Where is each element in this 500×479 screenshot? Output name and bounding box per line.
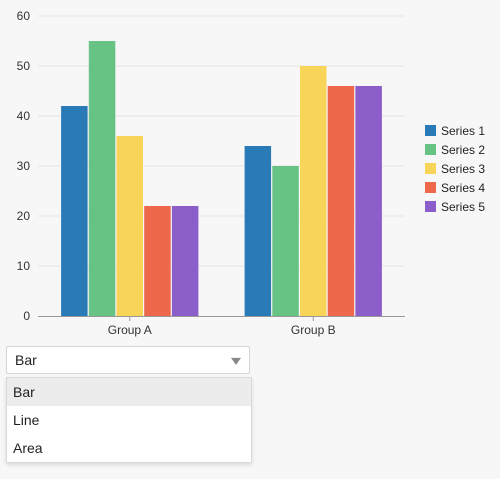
chart-type-dropdown: Bar Line Area — [6, 377, 252, 463]
y-tick-label: 60 — [17, 9, 31, 23]
legend-swatch — [425, 163, 436, 174]
bar-3-a[interactable] — [116, 136, 144, 316]
x-tick-label: Group B — [291, 323, 336, 337]
x-tick-label: Group A — [108, 323, 152, 337]
legend-swatch — [425, 125, 436, 136]
y-tick-label: 0 — [23, 309, 30, 323]
bar-2-a[interactable] — [88, 41, 116, 316]
chevron-down-icon[interactable] — [231, 357, 241, 365]
bar-2-b[interactable] — [272, 166, 299, 316]
bar-1-a[interactable] — [61, 106, 88, 316]
chart-type-select[interactable]: Bar — [6, 346, 250, 374]
legend-label[interactable]: Series 1 — [441, 124, 485, 138]
x-axis-ticks: Group A Group B — [108, 316, 336, 337]
y-tick-label: 30 — [17, 159, 31, 173]
chart-type-option-bar[interactable]: Bar — [7, 378, 251, 406]
bar-3-b[interactable] — [300, 66, 327, 316]
legend: Series 1 Series 2 Series 3 Series 4 Series 5 — [425, 124, 485, 214]
bar-4-a[interactable] — [144, 206, 171, 316]
y-tick-label: 40 — [17, 109, 31, 123]
bar-5-b[interactable] — [355, 86, 382, 316]
chart-type-option-area[interactable]: Area — [13, 440, 43, 456]
legend-swatch — [425, 201, 436, 212]
legend-label[interactable]: Series 2 — [441, 143, 485, 157]
chart-type-selected-value: Bar — [15, 352, 37, 368]
legend-label[interactable]: Series 4 — [441, 181, 485, 195]
bar-4-b[interactable] — [327, 86, 355, 316]
legend-label[interactable]: Series 3 — [441, 162, 485, 176]
y-axis-ticks: 0 10 20 30 40 50 60 — [17, 9, 31, 323]
legend-label[interactable]: Series 5 — [441, 200, 485, 214]
legend-swatch — [425, 182, 436, 193]
bar-1-b[interactable] — [244, 146, 272, 316]
bars — [61, 41, 382, 316]
chart-type-option-line[interactable]: Line — [13, 412, 40, 428]
y-tick-label: 10 — [17, 259, 31, 273]
legend-swatch — [425, 144, 436, 155]
y-tick-label: 50 — [17, 59, 31, 73]
y-tick-label: 20 — [17, 209, 31, 223]
bar-5-a[interactable] — [171, 206, 199, 316]
